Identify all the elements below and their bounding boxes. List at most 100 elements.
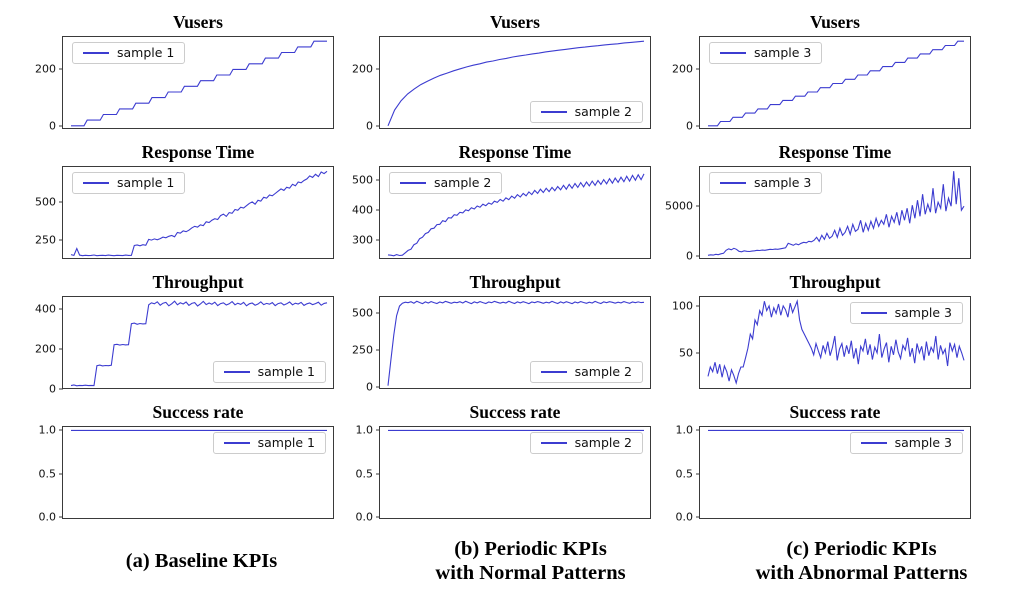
line-chart — [70, 170, 328, 257]
y-tick-mark — [696, 255, 700, 257]
y-tick-label: 0.0 — [355, 510, 374, 524]
y-tick-mark — [376, 239, 380, 241]
legend: sample 1 — [72, 172, 186, 194]
legend: sample 2 — [389, 172, 503, 194]
y-axis-tick: 0.5 — [355, 467, 380, 480]
line-chart — [387, 40, 645, 127]
y-axis-tick: 5000 — [665, 200, 700, 213]
subplot-vusers-sample3: Vusers sample 3 0 200 — [672, 6, 1024, 136]
y-tick-label: 5000 — [665, 199, 693, 213]
y-tick-label: 500 — [352, 173, 373, 187]
plot-title: Throughput — [469, 272, 561, 292]
subplot-response-time-sample3: Response Time sample 3 0 5000 — [665, 136, 1024, 266]
y-axis-tick: 500 — [352, 174, 380, 187]
plot-area: sample 1 250 500 — [35, 166, 334, 259]
plot-title: Response Time — [778, 142, 892, 162]
y-axis-tick: 0 — [366, 119, 380, 132]
plot-area: sample 2 0.0 0.5 1.0 — [356, 424, 651, 523]
legend-line-icon — [860, 441, 887, 444]
y-axis-tick: 0.0 — [675, 510, 700, 524]
series-line — [71, 40, 327, 127]
y-tick-label: 50 — [679, 346, 693, 360]
series-line — [387, 40, 645, 127]
y-tick-label: 100 — [672, 299, 693, 313]
legend-label: sample 1 — [257, 435, 315, 450]
line-chart — [707, 299, 965, 386]
y-axis-tick: 500 — [35, 195, 63, 208]
y-axis-tick: 400 — [35, 302, 63, 315]
caption-b-line1: (b) Periodic KPIs — [454, 537, 607, 560]
plot-title: Throughput — [789, 272, 881, 292]
legend: sample 1 — [212, 432, 326, 454]
y-tick-mark — [59, 473, 63, 474]
plot-title: Vusers — [490, 12, 540, 32]
plot-area: sample 1 0 200 — [35, 36, 334, 132]
plot-area: sample 3 0.0 0.5 1.0 — [676, 424, 971, 523]
y-tick-label: 0.5 — [355, 467, 374, 480]
caption-c-line2: with Abnormal Patterns — [755, 562, 968, 584]
y-tick-mark — [696, 125, 700, 127]
y-tick-label: 400 — [35, 302, 56, 316]
legend-label: sample 3 — [754, 45, 812, 60]
y-axis-tick: 200 — [352, 63, 380, 76]
y-tick-label: 200 — [352, 62, 373, 76]
y-tick-mark — [59, 201, 63, 203]
y-axis-tick: 0 — [366, 380, 380, 393]
y-axis-tick: 0.0 — [355, 510, 380, 524]
legend-label: sample 1 — [257, 364, 315, 379]
legend-label: sample 3 — [894, 435, 952, 450]
y-tick-mark — [696, 205, 700, 207]
y-axis-tick: 0 — [49, 119, 63, 132]
series-line — [70, 170, 328, 257]
subplot-throughput-sample3: Throughput sample 3 50 100 — [672, 266, 1024, 396]
legend-line-icon — [860, 311, 887, 314]
y-tick-mark — [376, 209, 380, 211]
caption-b-line2: with Normal Patterns — [435, 562, 626, 584]
line-chart — [70, 300, 328, 387]
caption-c-line1: (c) Periodic KPIs — [786, 537, 937, 560]
legend: sample 3 — [709, 172, 823, 194]
y-axis-tick: 100 — [672, 299, 700, 312]
legend: sample 3 — [709, 42, 823, 64]
y-tick-label: 0.5 — [38, 467, 57, 480]
subplot-vusers-sample1: Vusers sample 1 0 200 — [0, 6, 341, 136]
y-axis-tick: 200 — [35, 342, 63, 355]
y-tick-label: 1.0 — [38, 423, 57, 437]
y-axis-tick: 300 — [352, 234, 380, 247]
plot-title: Success rate — [152, 402, 244, 422]
legend-label: sample 2 — [574, 364, 632, 379]
y-tick-mark — [59, 239, 63, 241]
y-tick-label: 200 — [672, 62, 693, 76]
legend: sample 1 — [72, 42, 186, 64]
y-axis-tick: 0.5 — [676, 467, 700, 480]
legend: sample 2 — [529, 432, 643, 454]
y-tick-mark — [376, 473, 380, 474]
caption-row: (a) Baseline KPIs (b) Periodic KPIs with… — [0, 526, 1024, 596]
y-tick-mark — [376, 312, 380, 314]
y-axis-tick: 200 — [35, 63, 63, 76]
y-tick-mark — [696, 305, 700, 307]
y-tick-label: 300 — [352, 233, 373, 247]
plot-area: sample 1 0 200 400 — [35, 296, 334, 395]
y-tick-label: 0 — [366, 119, 373, 133]
plot-title: Response Time — [458, 142, 572, 162]
legend-line-icon — [83, 51, 109, 54]
y-tick-label: 1.0 — [675, 423, 694, 437]
plot-area: sample 2 0 200 — [352, 36, 651, 132]
y-tick-label: 200 — [35, 62, 56, 76]
legend-label: sample 3 — [754, 175, 812, 190]
line-chart — [707, 171, 965, 256]
y-tick-label: 0 — [49, 119, 56, 133]
line-chart — [71, 40, 327, 127]
y-tick-label: 200 — [35, 342, 56, 356]
y-tick-label: 0 — [686, 249, 693, 263]
y-axis-tick: 50 — [679, 346, 700, 359]
legend: sample 3 — [849, 432, 963, 454]
subplot-throughput-sample1: Throughput sample 1 0 200 400 — [0, 266, 341, 396]
y-tick-mark — [376, 429, 380, 431]
plot-area: sample 2 0 250 500 — [352, 296, 651, 393]
plot-title: Vusers — [173, 12, 223, 32]
y-axis-tick: 0 — [686, 250, 700, 263]
legend-line-icon — [83, 181, 109, 184]
y-tick-label: 0.0 — [675, 510, 694, 524]
